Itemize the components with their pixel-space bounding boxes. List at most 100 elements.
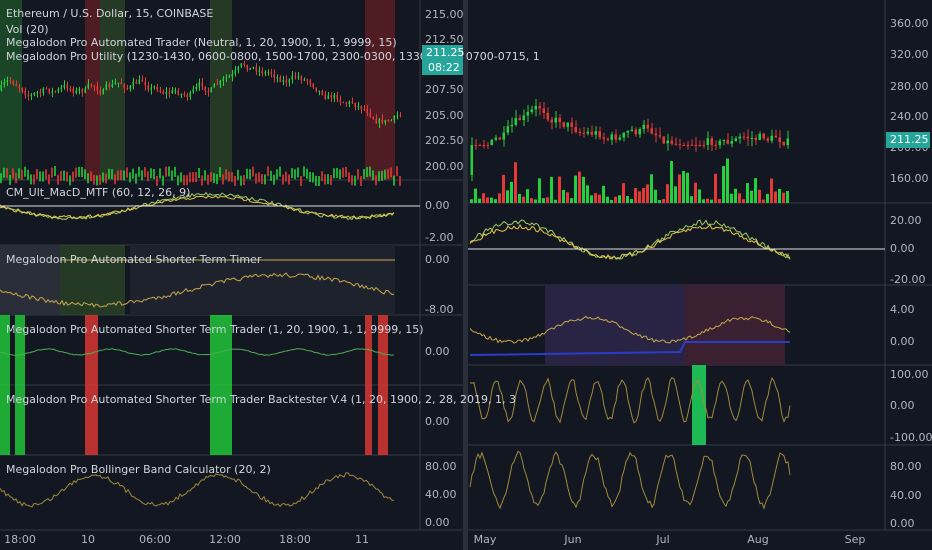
volume-bar — [72, 171, 74, 182]
volume-bar — [470, 199, 473, 203]
volume-bar — [342, 167, 344, 178]
candle-body — [654, 133, 657, 136]
volume-bar — [762, 199, 765, 203]
candle-body — [363, 109, 365, 111]
candle-body — [132, 81, 134, 87]
time-label: May — [474, 533, 497, 546]
candle-body — [782, 142, 785, 145]
candle-body — [582, 132, 585, 134]
candle-body — [610, 134, 613, 140]
volume-bar — [186, 175, 188, 186]
candle-body — [762, 133, 765, 139]
volume-bar — [210, 171, 212, 182]
pane-title: CM_Ult_MacD_MTF (60, 12, 26, 9) — [6, 186, 190, 199]
chart-title: Ethereum / U.S. Dollar, 15, COINBASE — [6, 7, 213, 20]
volume-bar — [0, 173, 2, 184]
candle-body — [594, 131, 597, 135]
candle-body — [586, 131, 589, 134]
volume-bar — [502, 174, 505, 203]
candle-body — [642, 124, 645, 130]
candle-body — [267, 72, 269, 74]
axis-label: 240.00 — [890, 110, 929, 123]
volume-bar — [538, 178, 541, 203]
volume-bar — [285, 171, 287, 182]
candle-body — [718, 140, 721, 145]
volume-bar — [171, 170, 173, 181]
axis-label: 80.00 — [425, 460, 457, 473]
divider — [463, 0, 468, 550]
volume-bar — [339, 169, 341, 180]
candle-body — [634, 129, 637, 135]
volume-bar — [366, 167, 368, 178]
volume-bar — [42, 171, 44, 182]
volume-bar — [252, 166, 254, 177]
session-band — [0, 0, 22, 180]
candle-body — [498, 137, 501, 140]
axis-label: 4.00 — [890, 303, 915, 316]
volume-bar — [654, 189, 657, 203]
candle-body — [606, 138, 609, 140]
candle-body — [276, 76, 278, 78]
session-band — [210, 0, 232, 180]
volume-bar — [534, 199, 537, 203]
volume-bar — [336, 167, 338, 178]
volume-bar — [387, 168, 389, 179]
volume-bar — [582, 176, 585, 203]
candle-body — [264, 72, 266, 74]
candle-body — [204, 86, 206, 92]
candle-body — [722, 139, 725, 141]
time-label: 12:00 — [209, 533, 241, 546]
session-band — [85, 0, 100, 180]
signal-band — [692, 365, 706, 445]
candle-body — [93, 85, 95, 87]
candle-body — [530, 109, 533, 112]
volume-bar — [183, 175, 185, 186]
candle-body — [387, 119, 389, 121]
time-label: Jun — [563, 533, 581, 546]
volume-bar — [189, 172, 191, 183]
candle-body — [147, 85, 149, 91]
candle-body — [63, 84, 65, 88]
volume-bar — [482, 193, 485, 203]
candle-body — [141, 79, 143, 82]
candle-body — [658, 135, 661, 137]
volume-bar — [742, 199, 745, 203]
axis-label: 80.00 — [890, 460, 922, 473]
candle-body — [598, 131, 601, 138]
volume-bar — [51, 167, 53, 178]
axis-label: 100.00 — [890, 368, 929, 381]
axis-label: 0.00 — [425, 199, 450, 212]
candle-body — [562, 122, 565, 127]
volume-bar — [273, 174, 275, 185]
volume-bar — [638, 191, 641, 203]
volume-bar — [162, 175, 164, 186]
candle-body — [574, 126, 577, 133]
volume-bar — [174, 166, 176, 177]
axis-label: 0.00 — [425, 516, 450, 529]
pane-title: Megalodon Pro Automated Shorter Term Tra… — [6, 393, 516, 406]
candle-body — [111, 84, 113, 87]
time-label: 10 — [81, 533, 95, 546]
volume-bar — [754, 178, 757, 203]
candle-body — [554, 117, 557, 123]
candle-body — [348, 101, 350, 105]
axis-label: 0.00 — [425, 345, 450, 358]
candle-body — [297, 76, 299, 78]
candle-body — [474, 145, 477, 146]
candle-body — [490, 139, 493, 145]
signal-band — [85, 385, 98, 455]
candle-body — [213, 83, 215, 88]
volume-bar — [246, 168, 248, 179]
volume-bar — [213, 173, 215, 184]
candle-body — [39, 92, 41, 94]
volume-bar — [674, 186, 677, 203]
volume-bar — [18, 168, 20, 179]
candle-body — [231, 73, 233, 77]
volume-bar — [276, 169, 278, 180]
candle-body — [192, 89, 194, 93]
time-label: 11 — [355, 533, 369, 546]
candle-body — [237, 66, 239, 71]
signal-band — [15, 315, 25, 385]
candle-body — [3, 82, 5, 86]
indicator-line — [469, 315, 791, 344]
